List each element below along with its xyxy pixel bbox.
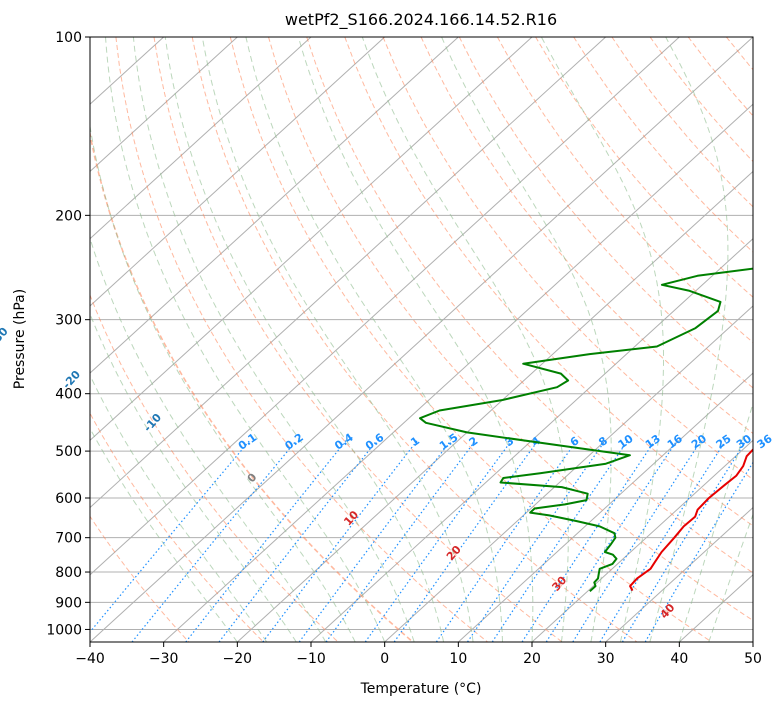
dry-adiabat — [382, 37, 753, 481]
mixing-ratio-line — [572, 440, 702, 642]
moist-adiabat — [678, 401, 753, 642]
y-tick-label: 400 — [55, 387, 82, 403]
chart-title: wetPf2_S166.2024.166.14.52.R16 — [285, 10, 557, 30]
dry-adiabat — [229, 37, 712, 642]
temperature-trace — [629, 448, 753, 592]
sounding-traces — [419, 267, 753, 592]
moist-adiabat — [245, 37, 503, 642]
mixing-ratio-line — [466, 440, 606, 642]
x-tick-label: 30 — [597, 651, 615, 667]
x-tick-label: 0 — [380, 651, 389, 667]
dewpoint-trace — [419, 267, 753, 592]
isotherm-line — [90, 37, 459, 374]
plot-frame — [89, 36, 754, 643]
x-tick-label: −20 — [223, 651, 253, 667]
isotherm-line — [457, 372, 753, 642]
isotherm-line — [90, 37, 753, 642]
moist-adiabat — [90, 427, 238, 642]
dry-adiabat — [90, 412, 264, 642]
mixing-ratio-line — [599, 440, 727, 642]
dry-adiabat-label: -30 — [0, 325, 11, 349]
isotherm-line — [605, 506, 753, 642]
x-tick-label: −10 — [296, 651, 326, 667]
moist-adiabat — [361, 37, 569, 642]
skewed-isotherms — [90, 37, 753, 642]
mixing-ratio-line — [545, 440, 678, 642]
moist-adiabat — [201, 37, 474, 642]
y-tick-label: 500 — [55, 444, 82, 460]
pressure-gridlines — [90, 37, 753, 630]
isotherm-line — [90, 37, 386, 307]
dry-adiabat — [90, 515, 190, 642]
dry-adiabat — [191, 37, 638, 642]
mixing-ratio-label: 36 — [755, 432, 775, 452]
dry-adiabat — [535, 37, 753, 298]
y-tick-label: 300 — [55, 313, 82, 329]
isotherm-line — [90, 37, 533, 442]
moist-adiabat — [90, 123, 356, 642]
dry-adiabats — [90, 37, 775, 642]
mixing-ratio-line — [218, 440, 378, 642]
dry-adiabat — [115, 37, 488, 642]
moist-adiabat — [90, 236, 327, 642]
moist-adiabats — [90, 37, 753, 642]
mixing-ratio-line — [491, 440, 629, 642]
x-tick-label: −30 — [149, 651, 179, 667]
moist-adiabat — [90, 312, 297, 642]
isotherm-line — [90, 37, 312, 240]
y-tick-label: 200 — [55, 208, 82, 224]
moist-adiabat — [297, 37, 534, 642]
x-tick-label: 50 — [744, 651, 762, 667]
dry-adiabat — [153, 37, 563, 642]
y-tick-label: 100 — [55, 30, 82, 46]
isotherm-line — [90, 37, 238, 173]
y-axis-label: Pressure (hPa) — [12, 289, 28, 389]
moist-adiabat — [132, 37, 415, 642]
mixing-ratio-line — [621, 440, 747, 642]
isotherm-line — [531, 439, 753, 642]
y-tick-label: 800 — [55, 565, 82, 581]
mixing-ratio-line — [325, 440, 476, 642]
mixing-ratio-line — [131, 440, 297, 642]
mixing-ratio-lines — [90, 440, 753, 642]
moist-adiabat — [164, 37, 445, 642]
plot-border — [89, 36, 754, 643]
moist-adiabat — [105, 37, 386, 642]
dry-adiabat — [344, 37, 753, 527]
x-tick-label: 20 — [523, 651, 541, 667]
x-axis-label: Temperature (°C) — [360, 681, 482, 697]
mixing-ratio-line — [435, 440, 578, 642]
moist-adiabat — [441, 37, 612, 642]
isotherm-line — [384, 305, 753, 642]
y-tick-label: 1000 — [46, 622, 82, 638]
isotherm-line — [236, 170, 753, 642]
mixing-ratio-line — [90, 440, 251, 633]
dry-adiabat — [90, 129, 414, 642]
dry-adiabat — [765, 37, 775, 642]
moist-adiabat — [649, 37, 729, 642]
isotherm-line — [90, 37, 680, 576]
moist-adiabat — [90, 374, 268, 642]
x-tick-label: 10 — [449, 651, 467, 667]
isotherm-line — [90, 37, 607, 509]
mixing-ratio-line — [364, 440, 512, 642]
mixing-ratio-line — [644, 461, 753, 642]
y-tick-label: 900 — [55, 595, 82, 611]
mixing-ratio-line — [521, 440, 656, 642]
isotherm-line — [163, 103, 753, 642]
moist-adiabat — [540, 37, 664, 642]
x-axis-ticks: −40 −30 −20 −10 0 10 20 30 40 50 — [75, 642, 762, 667]
y-axis-ticks: 100 200 300 400 500 600 700 800 900 1000 — [46, 30, 90, 638]
y-tick-label: 700 — [55, 531, 82, 547]
x-tick-label: 40 — [670, 651, 688, 667]
x-tick-label: −40 — [75, 651, 105, 667]
moist-adiabat — [708, 513, 753, 642]
dry-adiabat — [268, 37, 753, 622]
isotherm-line — [752, 641, 753, 642]
y-tick-label: 600 — [55, 491, 82, 507]
